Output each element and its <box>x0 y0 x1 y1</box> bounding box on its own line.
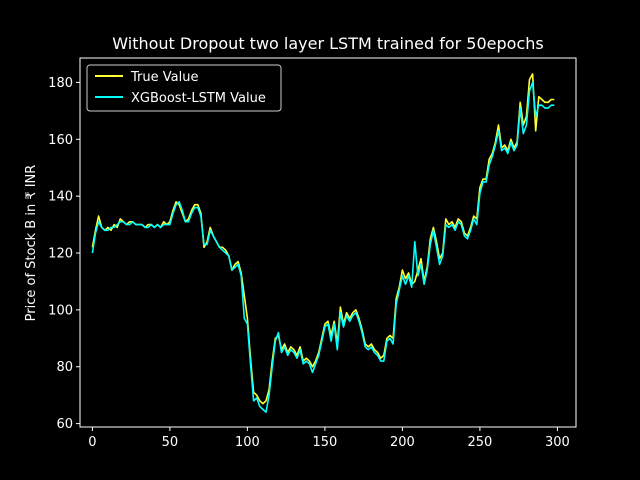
axis-ticks: 0 50 100 150 200 250 300 60 80 100 120 140 160 180 <box>48 76 570 450</box>
x-tick-label: 200 <box>390 435 415 450</box>
x-tick-label: 50 <box>162 435 179 450</box>
y-tick-label: 160 <box>48 133 73 148</box>
plot-area <box>91 73 555 414</box>
y-tick-label: 140 <box>48 190 73 205</box>
x-tick-label: 150 <box>312 435 337 450</box>
legend-box <box>86 64 282 112</box>
y-tick-label: 60 <box>56 417 73 432</box>
y-tick-label: 100 <box>48 303 73 318</box>
legend-label-xgboost-lstm: XGBoost-LSTM Value <box>131 91 266 106</box>
axes-frame <box>79 57 577 428</box>
y-tick-label: 120 <box>48 247 73 262</box>
y-tick-label: 180 <box>48 76 73 91</box>
legend: True Value XGBoost-LSTM Value <box>86 64 282 112</box>
chart-title: Without Dropout two layer LSTM trained f… <box>112 34 543 53</box>
series-line-xgboost-lstm <box>91 81 555 414</box>
y-axis-label: Price of Stock B in ₹ INR <box>24 165 39 322</box>
x-tick-label: 250 <box>467 435 492 450</box>
x-tick-label: 100 <box>235 435 260 450</box>
legend-label-true-value: True Value <box>130 70 198 85</box>
x-tick-label: 300 <box>545 435 570 450</box>
x-tick-label: 0 <box>88 435 96 450</box>
y-tick-label: 80 <box>56 360 73 375</box>
